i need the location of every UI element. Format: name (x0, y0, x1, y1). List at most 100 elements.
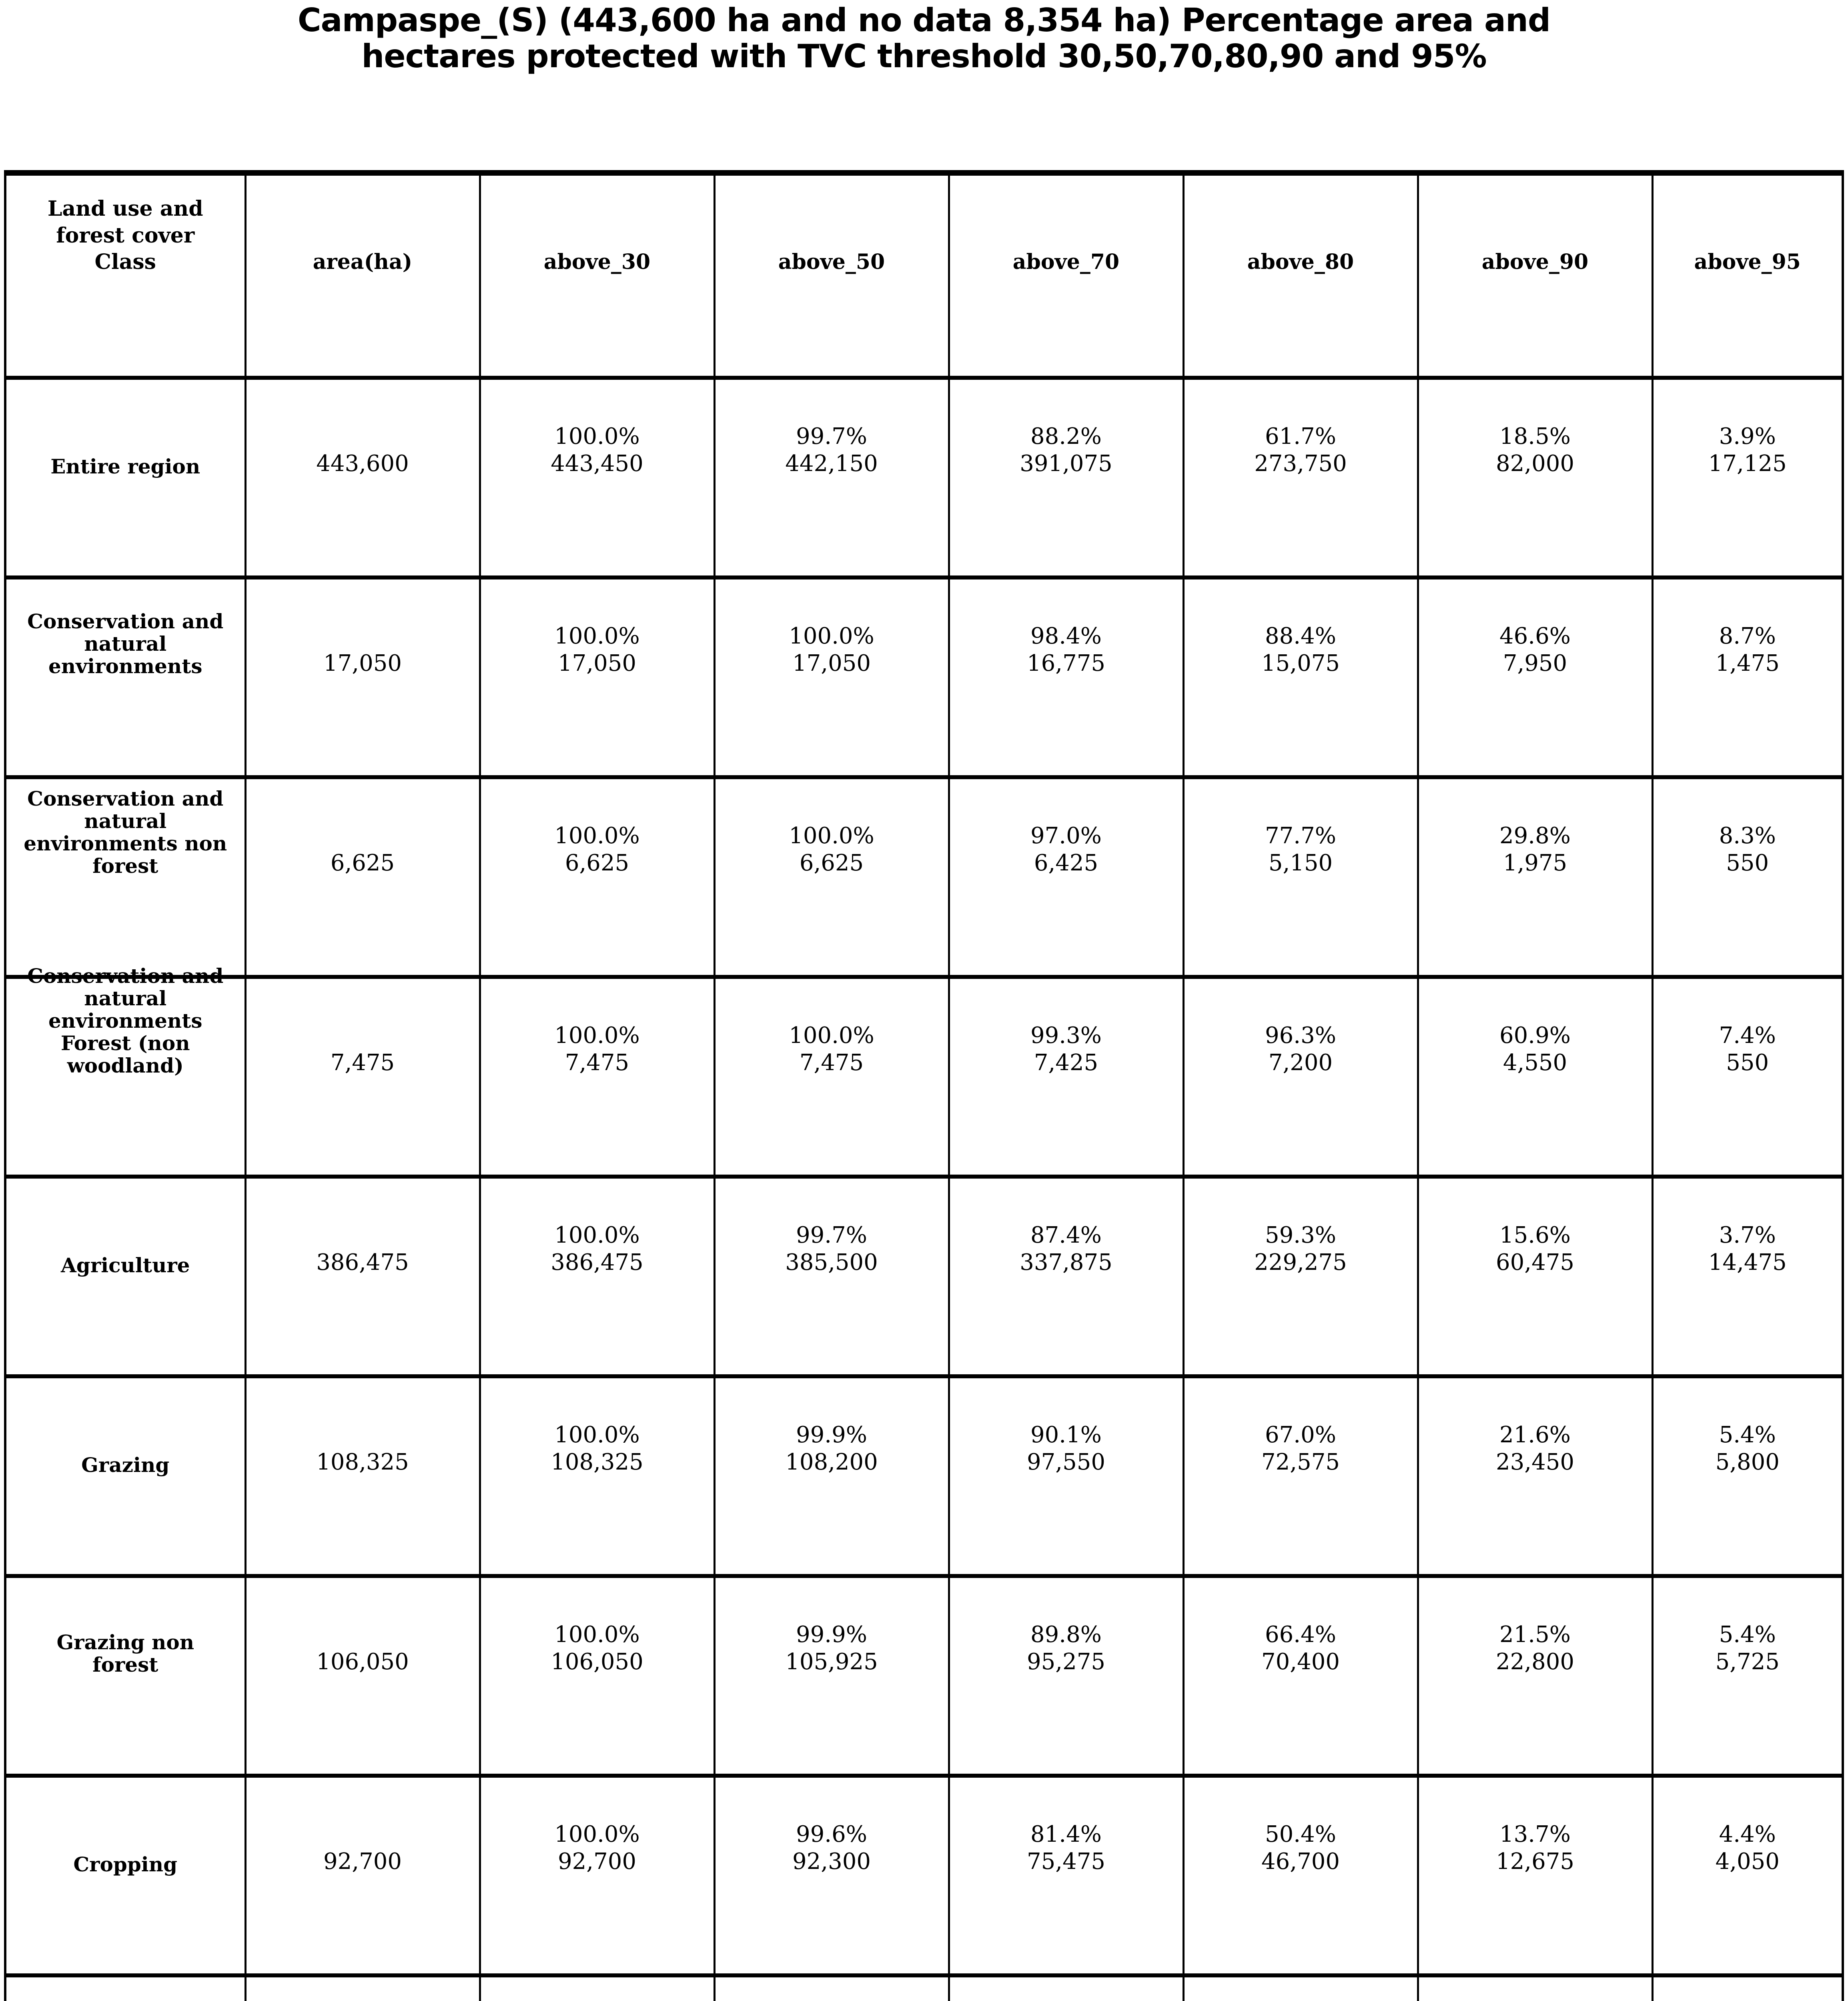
ha-value: 1,475 (1715, 650, 1780, 677)
cell-above-30: 100.0% 106,050 (479, 1574, 716, 1778)
table-row: Irrigation183,625100.0%183,62599.8%183,1… (4, 1973, 1844, 2001)
pct-value: 50.4% (1265, 1821, 1336, 1847)
pct-value: 8.7% (1719, 623, 1776, 649)
threshold-cell-content: 99.3% 7,425 (950, 1022, 1183, 1077)
threshold-cell-content: 3.7% 14,475 (1654, 1222, 1842, 1277)
col-header-area: area(ha) (244, 171, 481, 380)
area-value: 443,600 (316, 451, 409, 477)
ha-value: 7,200 (1268, 1050, 1333, 1076)
threshold-cell-content: 46.6% 7,950 (1419, 623, 1652, 678)
landuse-table: Land use and forest cover Class area(ha)… (4, 170, 1844, 2001)
pct-value: 88.2% (1030, 423, 1102, 449)
pct-value: 100.0% (554, 623, 640, 649)
threshold-cell-content: 7.4% 550 (1654, 1022, 1842, 1077)
area-value: 7,475 (330, 1050, 395, 1076)
pct-value: 66.4% (1265, 1621, 1336, 1648)
threshold-cell-content: 50.4% 46,700 (1185, 1821, 1417, 1876)
threshold-cell-content: 97.0% 6,425 (950, 822, 1183, 877)
cell-above-30: 100.0% 7,475 (479, 975, 716, 1179)
table-row: Conservation and natural environments 17,… (4, 575, 1844, 779)
ha-value: 46,700 (1261, 1849, 1340, 1875)
ha-value: 72,575 (1261, 1449, 1340, 1476)
threshold-cell-content: 59.3% 229,275 (1185, 1222, 1417, 1277)
threshold-cell-content: 100.0% 6,625 (716, 822, 948, 877)
threshold-cell-content: 99.7% 385,500 (716, 1222, 948, 1277)
threshold-cell-content: 15.6% 60,475 (1419, 1222, 1652, 1277)
cell-above-30: 100.0%183,625 (479, 1973, 716, 2001)
pct-value: 100.0% (554, 1821, 640, 1847)
col-header-above-70-label: above_70 (1012, 250, 1120, 275)
ha-value: 105,925 (785, 1649, 878, 1675)
cell-above-70: 97.0% 6,425 (948, 775, 1185, 979)
col-header-above-50-label: above_50 (778, 250, 885, 275)
ha-value: 5,800 (1715, 1449, 1780, 1476)
pct-value: 100.0% (554, 822, 640, 849)
threshold-cell-content: 66.4% 70,400 (1185, 1621, 1417, 1676)
ha-value: 6,625 (799, 850, 864, 876)
area-value: 106,050 (316, 1649, 409, 1675)
cell-above-80: 50.4% 46,700 (1182, 1774, 1419, 1977)
row-label-cell: Grazing non forest (4, 1574, 247, 1778)
cell-above-30: 100.0% 443,450 (479, 376, 716, 579)
threshold-cell-content: 3.9% 17,125 (1654, 423, 1842, 478)
threshold-cell-content: 100.0% 106,050 (481, 1621, 714, 1676)
page-title: Campaspe_(S) (443,600 ha and no data 8,3… (0, 0, 1848, 75)
ha-value: 92,700 (558, 1849, 636, 1875)
cell-above-70: 89.8% 95,275 (948, 1574, 1185, 1778)
cell-above-30: 100.0% 6,625 (479, 775, 716, 979)
table-body: Entire region 443,600 100.0% 443,450 99.7% 44… (4, 376, 1844, 2001)
ha-value: 1,975 (1503, 850, 1567, 876)
pct-value: 46.6% (1499, 623, 1571, 649)
pct-value: 99.6% (796, 1821, 867, 1847)
pct-value: 99.7% (796, 1222, 867, 1248)
ha-value: 17,050 (792, 650, 871, 677)
ha-value: 273,750 (1254, 451, 1347, 477)
cell-above-90: 21.6% 23,450 (1417, 1374, 1654, 1578)
cell-above-90: 12.9%23,625 (1417, 1973, 1654, 2001)
title-line-1: Campaspe_(S) (443,600 ha and no data 8,3… (297, 2, 1551, 39)
threshold-cell-content: 8.3% 550 (1654, 822, 1842, 877)
cell-above-80: 66.4% 70,400 (1182, 1574, 1419, 1778)
cell-above-80: 77.7% 5,150 (1182, 775, 1419, 979)
ha-value: 82,000 (1496, 451, 1574, 477)
pct-value: 90.1% (1030, 1422, 1102, 1448)
pct-value: 100.0% (789, 1022, 874, 1049)
row-label-cell: Grazing (4, 1374, 247, 1578)
threshold-cell-content: 67.0% 72,575 (1185, 1422, 1417, 1476)
pct-value: 89.8% (1030, 1621, 1102, 1648)
pct-value: 21.6% (1499, 1422, 1571, 1448)
area-cell: 183,625 (244, 1973, 481, 2001)
ha-value: 443,450 (551, 451, 643, 477)
area-value: 92,700 (323, 1849, 402, 1875)
table-row: Entire region 443,600 100.0% 443,450 99.7% 44… (4, 376, 1844, 579)
table-row: Conservation and natural environments Fo… (4, 964, 1844, 1179)
pct-value: 3.7% (1719, 1222, 1776, 1248)
pct-value: 21.5% (1499, 1621, 1571, 1648)
cell-above-90: 18.5% 82,000 (1417, 376, 1654, 579)
pct-value: 77.7% (1265, 822, 1336, 849)
threshold-cell-content: 100.0% 17,050 (716, 623, 948, 678)
pct-value: 3.9% (1719, 423, 1776, 449)
cell-above-70: 87.4% 337,875 (948, 1175, 1185, 1378)
ha-value: 17,125 (1708, 451, 1787, 477)
cell-above-80: 59.0%108,400 (1182, 1973, 1419, 2001)
threshold-cell-content: 5.4% 5,800 (1654, 1422, 1842, 1476)
cell-above-90: 15.6% 60,475 (1417, 1175, 1654, 1378)
row-label-cell: Cropping (4, 1774, 247, 1977)
row-label-cell: Conservation and natural environments no… (4, 775, 247, 979)
threshold-cell-content: 99.6% 92,300 (716, 1821, 948, 1876)
table-row: Agriculture 386,475 100.0% 386,475 99.7% 385,… (4, 1175, 1844, 1378)
pct-value: 100.0% (554, 1222, 640, 1248)
cell-above-80: 61.7% 273,750 (1182, 376, 1419, 579)
area-cell: 92,700 (244, 1774, 481, 1977)
cell-above-80: 88.4% 15,075 (1182, 575, 1419, 779)
threshold-cell-content: 21.6% 23,450 (1419, 1422, 1652, 1476)
ha-value: 6,425 (1034, 850, 1098, 876)
cell-above-70: 90.1% 97,550 (948, 1374, 1185, 1578)
row-label-cell: Entire region (4, 376, 247, 579)
col-header-above-80: above_80 (1182, 171, 1419, 380)
cell-above-50: 99.9% 105,925 (713, 1574, 950, 1778)
ha-value: 4,050 (1715, 1849, 1780, 1875)
ha-value: 386,475 (551, 1249, 643, 1276)
